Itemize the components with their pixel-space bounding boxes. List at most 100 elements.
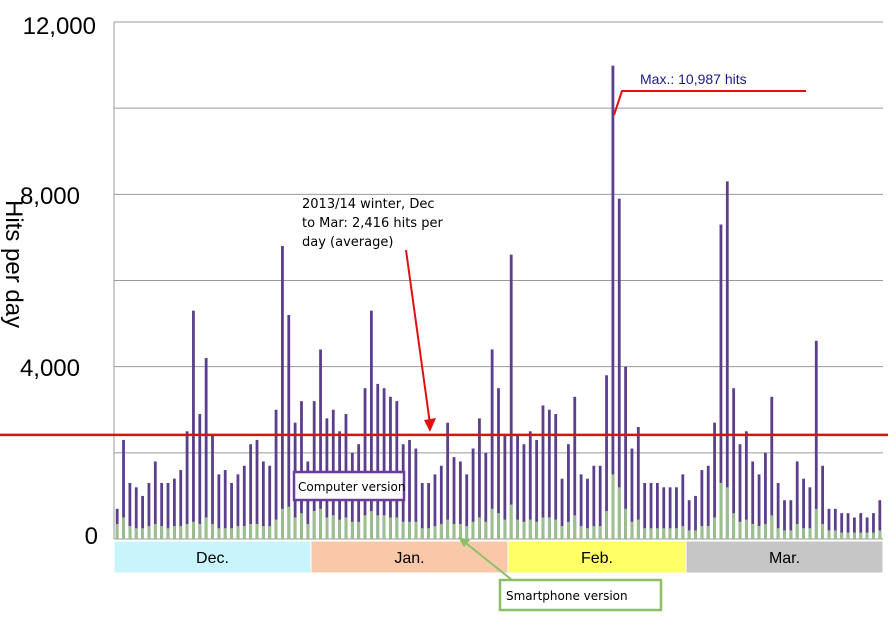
computer-version-label: Computer version bbox=[298, 480, 405, 494]
smartphone-version-bar bbox=[872, 532, 875, 539]
computer-version-bar bbox=[770, 396, 774, 539]
month-label: Dec. bbox=[196, 550, 229, 567]
smartphone-version-bar bbox=[535, 521, 539, 539]
smartphone-version-bar bbox=[573, 515, 577, 539]
smartphone-version-bar bbox=[757, 526, 761, 539]
smartphone-version-bar bbox=[713, 517, 716, 539]
computer-version-bar bbox=[617, 198, 621, 539]
month-label: Jan. bbox=[394, 550, 424, 567]
computer-version-bar bbox=[141, 495, 144, 539]
smartphone-version-bar bbox=[503, 519, 507, 539]
computer-version-bar bbox=[255, 439, 259, 539]
computer-version-bar bbox=[471, 448, 475, 539]
y-tick-label-4000: 4,000 bbox=[20, 355, 80, 382]
smartphone-version-bar bbox=[395, 517, 399, 539]
computer-version-bar bbox=[134, 487, 138, 539]
smartphone-version-bar bbox=[198, 523, 202, 539]
smartphone-version-bar bbox=[687, 530, 691, 539]
smartphone-version-bar bbox=[236, 526, 240, 539]
computer-version-bar bbox=[408, 439, 411, 539]
smartphone-version-bar bbox=[579, 526, 583, 539]
month-band: Dec. Jan. Feb. Mar. bbox=[113, 540, 884, 574]
smartphone-version-bar bbox=[217, 528, 221, 539]
computer-version-bar bbox=[713, 422, 716, 539]
smartphone-version-bar bbox=[490, 508, 494, 539]
smartphone-version-bar bbox=[408, 521, 411, 539]
smartphone-version-bar bbox=[439, 523, 443, 539]
computer-version-bar bbox=[833, 508, 837, 539]
computer-version-bar bbox=[382, 388, 386, 539]
smartphone-version-bar bbox=[719, 482, 723, 539]
average-note-line-2: to Mar: 2,416 hits per bbox=[302, 216, 443, 231]
smartphone-version-bar bbox=[420, 528, 424, 539]
month-band-3 bbox=[685, 540, 884, 574]
computer-version-bar bbox=[802, 478, 805, 539]
smartphone-version-bar bbox=[592, 526, 596, 539]
computer-version-bar bbox=[503, 435, 507, 539]
computer-version-bar bbox=[706, 465, 710, 539]
computer-version-bar bbox=[725, 181, 729, 539]
month-label: Feb. bbox=[581, 550, 613, 567]
smartphone-version-bar bbox=[783, 530, 786, 539]
computer-version-bar bbox=[547, 409, 551, 539]
computer-version-bar bbox=[675, 487, 678, 539]
smartphone-version-bar bbox=[560, 526, 564, 539]
computer-version-bar bbox=[732, 388, 736, 539]
computer-version-bar bbox=[668, 487, 672, 539]
computer-version-bar bbox=[300, 401, 303, 539]
smartphone-version-bar bbox=[147, 526, 151, 539]
smartphone-version-bar bbox=[192, 521, 195, 539]
computer-version-bar bbox=[535, 439, 539, 539]
computer-version-bar bbox=[636, 426, 640, 539]
smartphone-version-bar bbox=[789, 530, 793, 539]
smartphone-version-bar bbox=[567, 521, 570, 539]
smartphone-version-bar bbox=[484, 521, 488, 539]
smartphone-version-bar bbox=[478, 517, 481, 539]
smartphone-version-bar bbox=[465, 526, 469, 539]
smartphone-version-bar bbox=[827, 530, 831, 539]
computer-version-bar bbox=[420, 482, 424, 539]
month-band-2 bbox=[507, 540, 687, 574]
smartphone-version-bar bbox=[675, 528, 678, 539]
computer-version-bar bbox=[185, 431, 189, 539]
smartphone-version-bar bbox=[776, 528, 780, 539]
smartphone-version-bar bbox=[306, 523, 310, 539]
smartphone-version-bar bbox=[795, 523, 799, 539]
smartphone-version-bar bbox=[770, 515, 774, 539]
smartphone-version-bar bbox=[331, 515, 335, 539]
max-note: Max.: 10,987 hits bbox=[640, 71, 747, 87]
smartphone-version-bar bbox=[808, 528, 812, 539]
smartphone-version-bar bbox=[134, 528, 138, 539]
computer-version-bar bbox=[369, 310, 373, 539]
computer-version-bar bbox=[738, 444, 742, 539]
smartphone-version-label: Smartphone version bbox=[506, 589, 628, 603]
computer-version-bar bbox=[586, 478, 589, 539]
smartphone-version-bar bbox=[859, 532, 863, 539]
computer-version-bar bbox=[261, 461, 265, 539]
smartphone-version-bar bbox=[338, 519, 342, 539]
smartphone-version-bar bbox=[153, 523, 157, 539]
smartphone-version-bar bbox=[230, 528, 233, 539]
average-note-line-3: day (average) bbox=[302, 235, 393, 250]
smartphone-version-bar bbox=[211, 523, 214, 539]
computer-version-bar bbox=[376, 383, 380, 539]
computer-version-bar bbox=[872, 513, 875, 539]
computer-version-bar bbox=[757, 474, 761, 540]
computer-version-bar bbox=[389, 396, 392, 539]
smartphone-version-bar bbox=[452, 523, 456, 539]
computer-version-bar bbox=[662, 487, 666, 539]
smartphone-version-bar bbox=[414, 521, 418, 539]
y-tick-label-12000: 12,000 bbox=[23, 13, 96, 40]
computer-version-bar bbox=[217, 474, 221, 540]
computer-version-bar bbox=[694, 495, 697, 539]
computer-version-bars bbox=[115, 65, 882, 540]
computer-version-bar bbox=[236, 474, 240, 540]
computer-version-bar bbox=[789, 500, 793, 539]
computer-version-callout: Computer version bbox=[292, 470, 405, 502]
computer-version-bar bbox=[814, 340, 818, 539]
smartphone-version-bar bbox=[274, 519, 278, 539]
smartphone-version-bar bbox=[706, 526, 710, 539]
smartphone-version-bar bbox=[655, 528, 659, 539]
computer-version-bar bbox=[795, 461, 799, 539]
